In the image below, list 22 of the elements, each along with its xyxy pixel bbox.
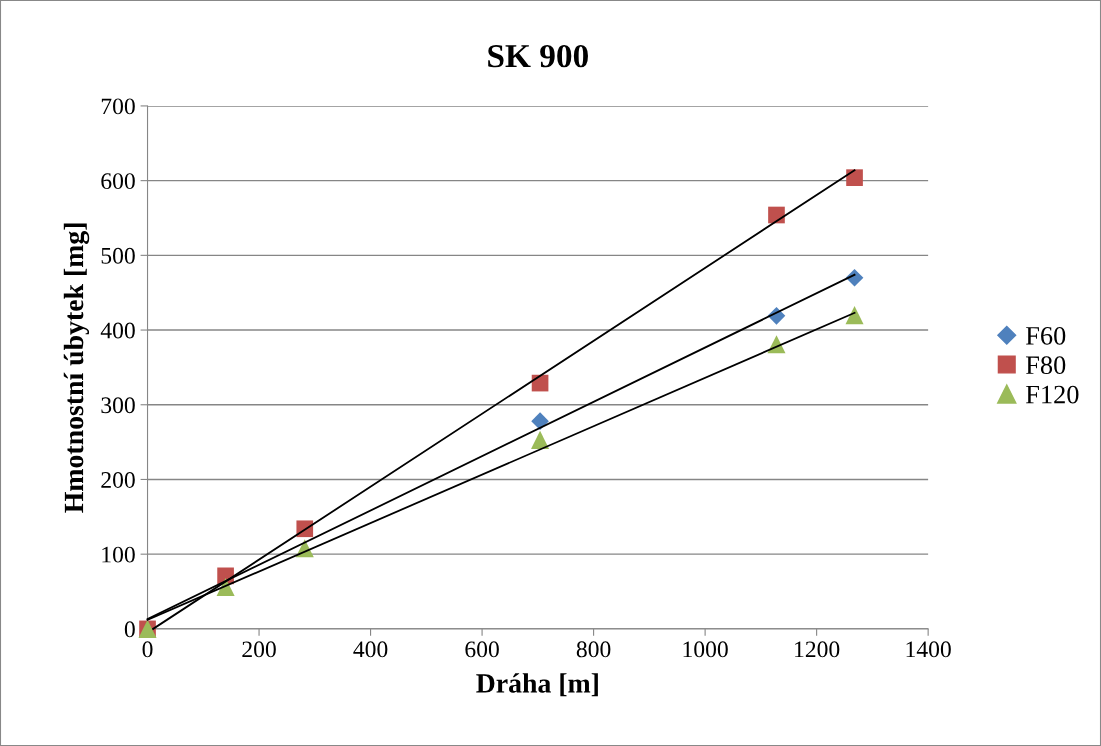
x-tick-label: 800: [576, 641, 611, 658]
x-tick-label: 1200: [795, 641, 840, 658]
x-tick-label: 400: [353, 641, 388, 658]
legend-label: F120: [1025, 385, 1079, 404]
x-tick-label: 1000: [683, 641, 728, 658]
x-tick-label: 200: [242, 641, 276, 658]
y-tick-label: 700: [101, 98, 135, 115]
chart-title: SK 900: [488, 44, 588, 68]
x-tick-label: 600: [465, 641, 499, 658]
x-axis-title: Dráha [m]: [476, 673, 598, 697]
y-tick-label: 400: [100, 322, 135, 339]
y-tick-label: 200: [101, 471, 135, 488]
legend-label: F80: [1025, 356, 1066, 375]
y-tick-label: 300: [101, 397, 135, 414]
y-axis-title: Hmotnostní úbytek [mg]: [63, 223, 90, 513]
y-tick-label: 0: [124, 621, 135, 638]
y-tick-label: 600: [101, 173, 135, 190]
x-tick-label: 0: [142, 641, 153, 658]
y-tick-label: 500: [101, 247, 135, 264]
legend-label: F60: [1025, 326, 1066, 345]
y-tick-label: 100: [102, 546, 135, 563]
x-tick-label: 1400: [906, 641, 951, 658]
